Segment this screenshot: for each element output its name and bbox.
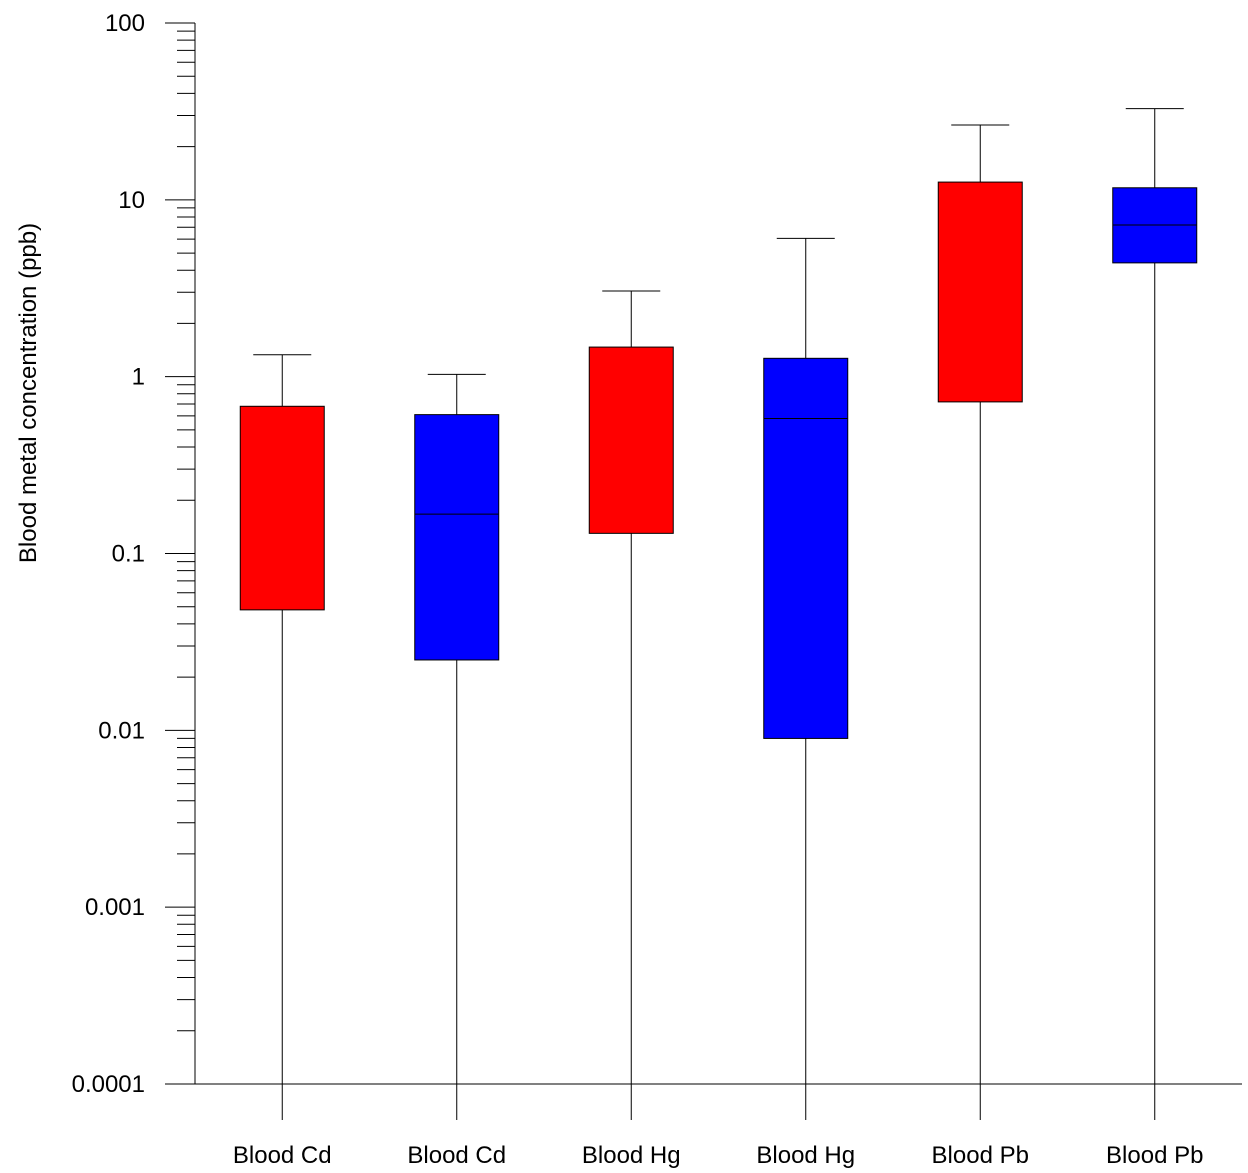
y-tick-label: 0.0001 [72, 1071, 145, 1098]
box-series [239, 108, 1198, 1085]
iqr-box [937, 181, 1023, 403]
x-category-label: Blood Pb [1106, 1142, 1203, 1169]
y-tick-label: 0.1 [112, 541, 145, 568]
box-3 [588, 290, 674, 1085]
box-6 [1112, 108, 1198, 1085]
box-5 [937, 124, 1023, 1085]
box-2 [414, 373, 500, 1085]
y-tick-label: 1 [132, 364, 145, 391]
y-tick-label: 0.001 [85, 894, 145, 921]
iqr-box [763, 357, 849, 739]
y-tick-label: 100 [105, 10, 145, 37]
iqr-box [414, 414, 500, 661]
x-category-label: Blood Pb [932, 1142, 1029, 1169]
y-axis: 100 10 1 0.1 0.01 0.001 0.0001 [72, 10, 196, 1098]
x-category-label: Blood Cd [233, 1142, 332, 1169]
iqr-box [239, 405, 325, 611]
y-tick-label: 10 [118, 187, 145, 214]
x-category-label: Blood Hg [582, 1142, 681, 1169]
box-4 [763, 237, 849, 1085]
iqr-box [588, 346, 674, 534]
y-axis-title: Blood metal concentration (ppb) [15, 223, 42, 563]
x-category-label: Blood Cd [407, 1142, 506, 1169]
x-axis: Blood Cd Blood Cd Blood Hg Blood Hg Blood Pb… [195, 1083, 1242, 1169]
x-category-label: Blood Hg [756, 1142, 855, 1169]
y-tick-label: 0.01 [98, 717, 145, 744]
box-1 [239, 354, 325, 1085]
